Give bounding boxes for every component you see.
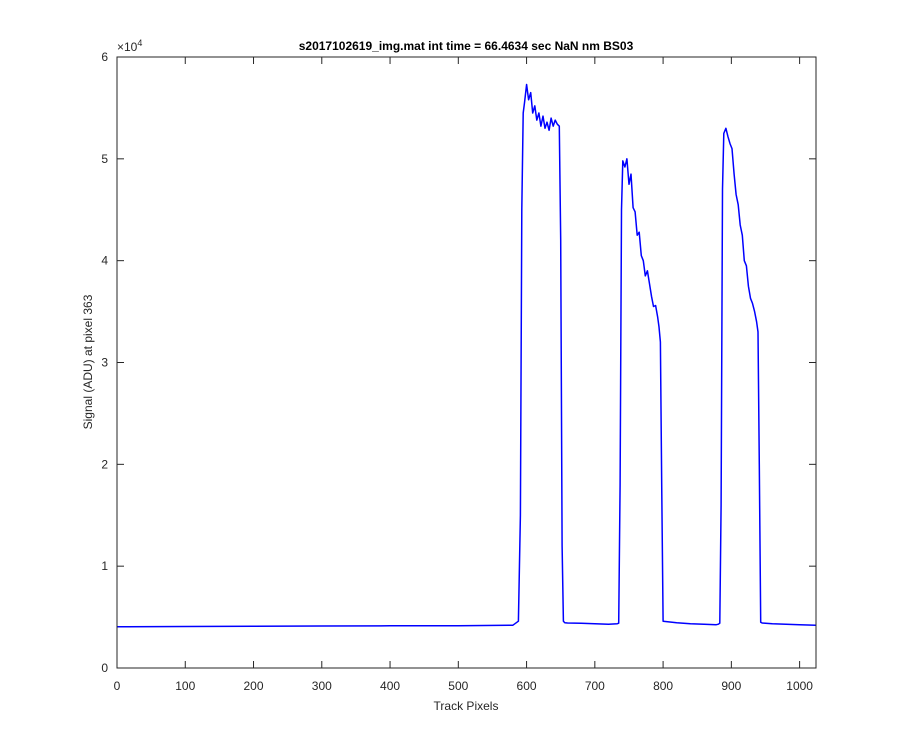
x-tick-label: 700 <box>585 679 605 693</box>
y-tick-label: 4 <box>101 254 108 268</box>
y-tick-label: 6 <box>101 50 108 64</box>
y-exponent-base: ×10 <box>117 40 138 54</box>
y-exponent-power: 4 <box>137 38 142 48</box>
x-tick-label: 500 <box>448 679 468 693</box>
y-tick-label: 3 <box>101 356 108 370</box>
x-axis-ticks: 0 100 200 300 400 500 600 700 800 900 1000 <box>114 57 813 693</box>
x-tick-label: 400 <box>380 679 400 693</box>
plot-area <box>117 57 816 668</box>
x-axis-title: Track Pixels <box>434 699 499 713</box>
y-tick-label: 2 <box>101 457 108 471</box>
plot-border <box>116 56 817 669</box>
y-tick-label: 0 <box>101 661 108 675</box>
x-tick-label: 900 <box>721 679 741 693</box>
y-tick-label: 5 <box>101 152 108 166</box>
y-axis-title: Signal (ADU) at pixel 363 <box>81 294 95 429</box>
y-tick-label: 1 <box>101 559 108 573</box>
x-tick-label: 0 <box>114 679 121 693</box>
x-tick-label: 600 <box>517 679 537 693</box>
x-tick-label: 200 <box>244 679 264 693</box>
x-tick-label: 800 <box>653 679 673 693</box>
chart-title: s2017102619_img.mat int time = 66.4634 s… <box>299 39 634 53</box>
x-tick-label: 300 <box>312 679 332 693</box>
y-axis-exponent: ×104 <box>117 38 142 54</box>
x-tick-label: 1000 <box>786 679 813 693</box>
x-tick-label: 100 <box>175 679 195 693</box>
series-line <box>116 83 817 628</box>
